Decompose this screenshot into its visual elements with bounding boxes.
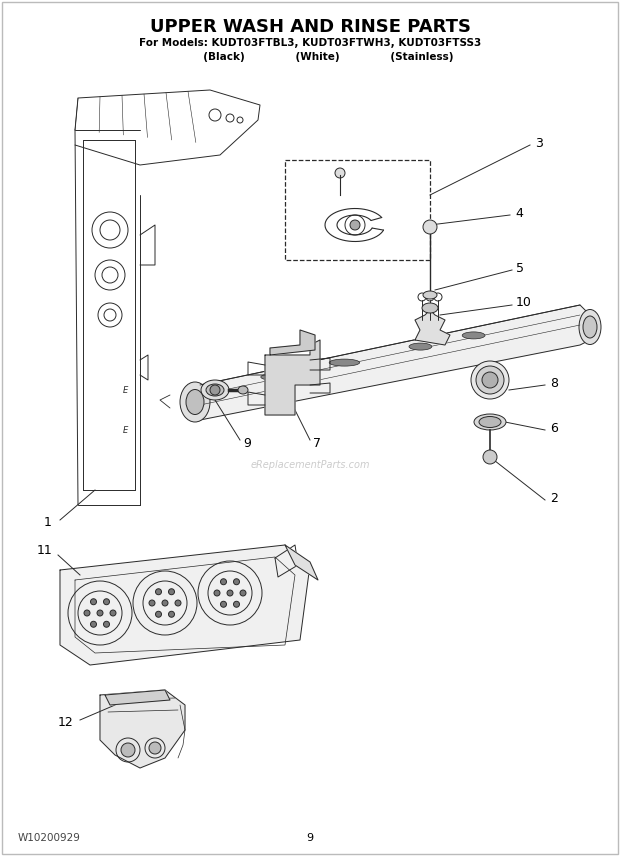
Ellipse shape — [422, 303, 438, 313]
Circle shape — [227, 590, 233, 596]
Circle shape — [423, 220, 437, 234]
Circle shape — [121, 743, 135, 757]
Text: E: E — [122, 425, 128, 435]
Text: 8: 8 — [550, 377, 558, 389]
Ellipse shape — [583, 316, 597, 338]
Ellipse shape — [206, 384, 224, 396]
Bar — [285, 160, 430, 260]
Circle shape — [335, 168, 345, 178]
Ellipse shape — [180, 382, 210, 422]
Circle shape — [156, 611, 161, 617]
Circle shape — [91, 621, 97, 627]
Text: (Black)              (White)              (Stainless): (Black) (White) (Stainless) — [167, 52, 453, 62]
Circle shape — [175, 600, 181, 606]
Circle shape — [234, 579, 239, 585]
Circle shape — [234, 601, 239, 607]
Ellipse shape — [482, 372, 498, 388]
Ellipse shape — [474, 414, 506, 430]
Text: 6: 6 — [550, 421, 558, 435]
Ellipse shape — [476, 366, 504, 394]
Ellipse shape — [261, 373, 291, 381]
Circle shape — [162, 600, 168, 606]
Text: UPPER WASH AND RINSE PARTS: UPPER WASH AND RINSE PARTS — [149, 18, 471, 36]
Circle shape — [483, 450, 497, 464]
Circle shape — [104, 598, 110, 604]
Circle shape — [169, 611, 174, 617]
Ellipse shape — [479, 417, 501, 427]
Polygon shape — [270, 330, 315, 355]
Text: 9: 9 — [243, 437, 251, 449]
Text: 1: 1 — [44, 516, 52, 530]
Circle shape — [104, 621, 110, 627]
Circle shape — [91, 598, 97, 604]
Circle shape — [350, 220, 360, 230]
Ellipse shape — [462, 332, 485, 339]
Text: 11: 11 — [36, 544, 52, 557]
Circle shape — [214, 590, 220, 596]
Circle shape — [240, 590, 246, 596]
Circle shape — [149, 742, 161, 754]
Polygon shape — [195, 305, 590, 420]
Circle shape — [169, 589, 174, 595]
Polygon shape — [105, 690, 170, 705]
Text: 4: 4 — [515, 206, 523, 219]
Circle shape — [97, 610, 103, 616]
Ellipse shape — [423, 291, 437, 299]
Polygon shape — [415, 310, 450, 345]
Circle shape — [221, 579, 226, 585]
Ellipse shape — [238, 386, 248, 394]
Text: W10200929: W10200929 — [18, 833, 81, 843]
Ellipse shape — [471, 361, 509, 399]
Text: 2: 2 — [550, 491, 558, 504]
Ellipse shape — [579, 310, 601, 344]
Circle shape — [149, 600, 155, 606]
Circle shape — [221, 601, 226, 607]
Ellipse shape — [409, 343, 432, 350]
Ellipse shape — [329, 360, 360, 366]
Text: 12: 12 — [57, 716, 73, 728]
Circle shape — [110, 610, 116, 616]
Text: eReplacementParts.com: eReplacementParts.com — [250, 460, 370, 470]
Circle shape — [210, 385, 220, 395]
Polygon shape — [285, 545, 318, 580]
Text: For Models: KUDT03FTBL3, KUDT03FTWH3, KUDT03FTSS3: For Models: KUDT03FTBL3, KUDT03FTWH3, KU… — [139, 38, 481, 48]
Text: 10: 10 — [516, 296, 532, 310]
Circle shape — [84, 610, 90, 616]
Ellipse shape — [186, 389, 204, 414]
Text: 3: 3 — [535, 136, 543, 150]
Polygon shape — [60, 545, 310, 665]
Text: 9: 9 — [306, 833, 314, 843]
Text: 5: 5 — [516, 261, 524, 275]
Polygon shape — [265, 340, 320, 415]
Polygon shape — [100, 690, 185, 768]
Text: 7: 7 — [313, 437, 321, 449]
Ellipse shape — [201, 380, 229, 400]
Circle shape — [156, 589, 161, 595]
Text: E: E — [122, 385, 128, 395]
